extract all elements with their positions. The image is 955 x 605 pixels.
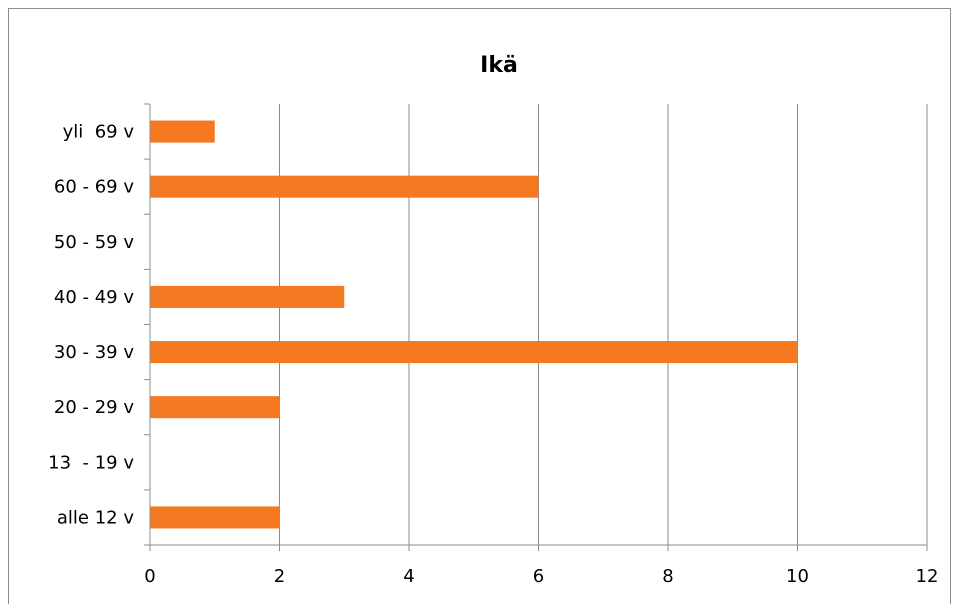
x-tick-label: 10 [786, 566, 809, 587]
bar [150, 341, 798, 364]
x-tick-labels: 0 2 4 6 8 10 12 [144, 566, 938, 587]
bar [150, 285, 345, 308]
category-label: 30 - 39 v [54, 342, 134, 363]
chart-frame: Ikä alle 12 v 13 - 19 v 20 - 29 v 30 - 39 v… [8, 8, 951, 604]
category-label: alle 12 v [57, 507, 134, 528]
category-label: 13 - 19 v [48, 452, 134, 473]
bar-chart: Ikä alle 12 v 13 - 19 v 20 - 29 v 30 - 39 v… [48, 53, 938, 587]
gridlines [279, 104, 928, 545]
bar [150, 396, 280, 419]
bar [150, 506, 280, 529]
x-tick-label: 12 [916, 566, 939, 587]
x-tick-label: 6 [533, 566, 544, 587]
bar [150, 120, 215, 143]
category-label: 50 - 59 v [54, 232, 134, 253]
x-tick-label: 0 [144, 566, 155, 587]
axes [144, 103, 928, 551]
x-tick-label: 8 [662, 566, 673, 587]
category-label: 40 - 49 v [54, 287, 134, 308]
category-labels: alle 12 v 13 - 19 v 20 - 29 v 30 - 39 v 40 -… [48, 122, 134, 529]
category-label: yli 69 v [63, 122, 135, 143]
category-label: 20 - 29 v [54, 397, 134, 418]
x-tick-label: 2 [274, 566, 285, 587]
bars [150, 120, 798, 529]
bar [150, 175, 539, 198]
category-label: 60 - 69 v [54, 177, 134, 198]
chart-title: Ikä [480, 53, 518, 78]
x-tick-label: 4 [403, 566, 414, 587]
